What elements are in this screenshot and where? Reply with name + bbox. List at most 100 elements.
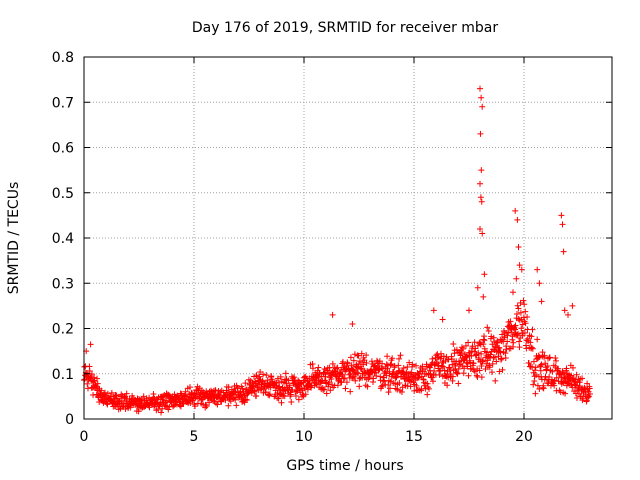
data-point bbox=[323, 390, 330, 397]
data-point bbox=[472, 345, 479, 352]
data-point bbox=[427, 371, 434, 378]
data-point bbox=[278, 399, 285, 406]
data-point bbox=[250, 373, 257, 380]
data-point bbox=[287, 391, 294, 398]
data-point bbox=[348, 362, 355, 369]
data-point bbox=[347, 354, 354, 361]
data-point bbox=[488, 369, 495, 376]
data-point bbox=[177, 403, 184, 410]
data-point bbox=[202, 401, 209, 408]
data-point bbox=[461, 365, 468, 372]
data-point bbox=[387, 362, 394, 369]
data-point bbox=[394, 370, 401, 377]
data-point bbox=[512, 207, 519, 214]
data-point bbox=[529, 326, 536, 333]
data-point bbox=[351, 368, 358, 375]
data-point bbox=[339, 358, 346, 365]
data-point bbox=[334, 382, 341, 389]
data-point bbox=[539, 349, 546, 356]
data-point bbox=[587, 391, 593, 398]
x-tick-label: 10 bbox=[295, 429, 313, 445]
data-point bbox=[276, 383, 283, 390]
data-point bbox=[406, 359, 413, 366]
data-point bbox=[540, 385, 547, 392]
data-point bbox=[399, 368, 406, 375]
data-point bbox=[260, 371, 267, 378]
data-point bbox=[253, 392, 260, 399]
data-point bbox=[354, 364, 361, 371]
data-point bbox=[392, 380, 399, 387]
data-point bbox=[363, 360, 370, 367]
data-point bbox=[454, 370, 461, 377]
data-point bbox=[521, 301, 528, 308]
data-point bbox=[307, 383, 314, 390]
data-point bbox=[579, 375, 586, 382]
data-point bbox=[479, 230, 486, 237]
data-point bbox=[334, 364, 341, 371]
data-point bbox=[525, 359, 532, 366]
data-point bbox=[537, 367, 544, 374]
data-point bbox=[517, 309, 524, 316]
data-point bbox=[445, 356, 452, 363]
data-point bbox=[503, 346, 510, 353]
data-point bbox=[486, 364, 493, 371]
data-point bbox=[444, 382, 451, 389]
data-point bbox=[112, 391, 119, 398]
data-point bbox=[118, 391, 125, 398]
data-point bbox=[504, 332, 511, 339]
data-point bbox=[363, 352, 370, 359]
data-point bbox=[165, 392, 172, 399]
data-point bbox=[532, 364, 539, 371]
data-point bbox=[239, 385, 246, 392]
data-point bbox=[546, 374, 553, 381]
data-point bbox=[508, 329, 515, 336]
x-tick-label: 0 bbox=[80, 429, 89, 445]
data-point bbox=[302, 391, 309, 398]
data-point bbox=[465, 372, 472, 379]
data-point bbox=[515, 330, 522, 337]
y-tick-label: 0.8 bbox=[52, 50, 74, 66]
data-point bbox=[530, 381, 537, 388]
data-point bbox=[165, 406, 172, 413]
data-point bbox=[460, 357, 467, 364]
data-point bbox=[458, 350, 465, 357]
x-axis-label: GPS time / hours bbox=[286, 458, 403, 474]
data-point bbox=[159, 405, 166, 412]
data-point bbox=[551, 382, 558, 389]
data-point bbox=[522, 320, 529, 327]
data-point bbox=[370, 375, 377, 382]
data-point bbox=[84, 380, 91, 387]
data-point bbox=[515, 316, 522, 323]
data-point bbox=[569, 384, 576, 391]
data-point bbox=[356, 383, 363, 390]
data-point bbox=[546, 354, 553, 361]
data-point bbox=[264, 377, 271, 384]
data-point bbox=[438, 353, 445, 360]
y-tick-labels: 0 0.1 0.2 0.3 0.4 0.5 0.6 0.7 0.8 bbox=[52, 50, 74, 428]
data-point bbox=[312, 380, 319, 387]
data-point bbox=[477, 341, 484, 348]
data-point bbox=[542, 360, 549, 367]
data-point bbox=[108, 389, 115, 396]
data-point bbox=[510, 339, 517, 346]
data-point bbox=[477, 194, 484, 201]
data-point bbox=[329, 311, 336, 318]
data-point bbox=[534, 266, 541, 273]
data-point bbox=[338, 379, 345, 386]
data-point bbox=[483, 349, 490, 356]
data-point bbox=[516, 344, 523, 351]
data-point bbox=[358, 350, 365, 357]
data-point bbox=[386, 385, 393, 392]
data-point bbox=[201, 394, 208, 401]
data-point bbox=[561, 375, 568, 382]
data-point bbox=[339, 371, 346, 378]
data-point bbox=[385, 382, 392, 389]
data-point bbox=[537, 362, 544, 369]
data-point bbox=[465, 339, 472, 346]
data-point bbox=[549, 368, 556, 375]
data-point bbox=[521, 330, 528, 337]
data-point bbox=[358, 366, 365, 373]
data-point bbox=[460, 345, 467, 352]
data-point bbox=[568, 372, 575, 379]
